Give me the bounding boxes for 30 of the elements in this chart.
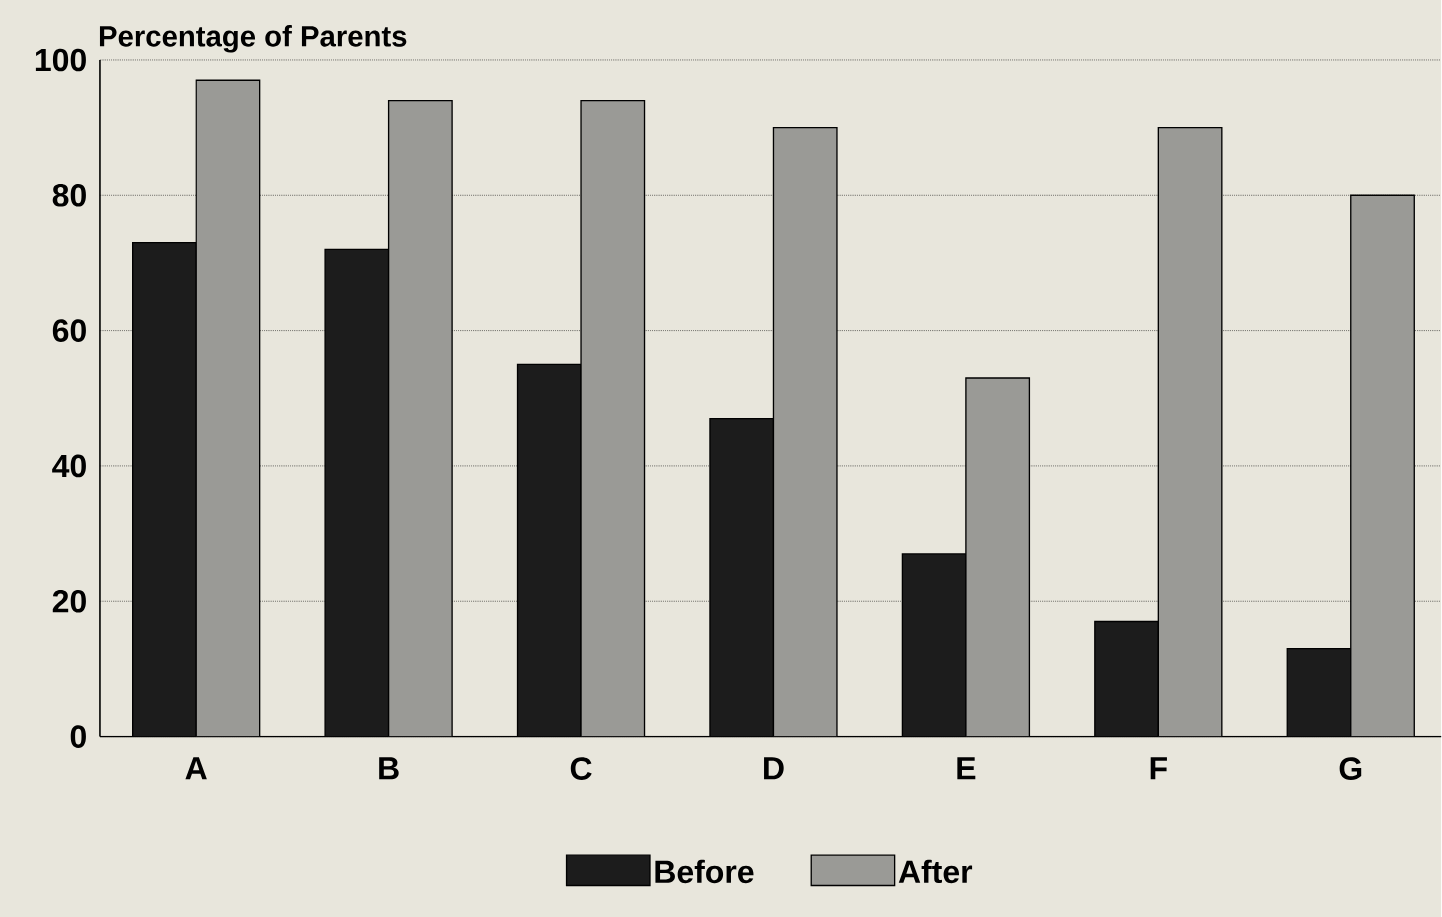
y-tick-label: 60 xyxy=(52,319,86,342)
x-tick-label: F xyxy=(1150,757,1167,780)
bar xyxy=(1350,194,1415,737)
x-tick-label: A xyxy=(185,757,207,780)
bar xyxy=(709,418,774,737)
bar xyxy=(1094,621,1159,737)
y-tick-label: 80 xyxy=(52,183,86,207)
bar xyxy=(965,377,1030,737)
x-tick-label: D xyxy=(764,757,784,780)
bar xyxy=(1286,647,1352,737)
x-tick-label: C xyxy=(570,757,592,780)
bar xyxy=(132,242,197,737)
y-axis-title: Percentage of Parents xyxy=(99,24,407,53)
x-tick-label: B xyxy=(379,757,399,780)
legend-label: Before xyxy=(655,859,754,883)
y-tick-label: 40 xyxy=(52,454,86,478)
legend-label: After xyxy=(898,859,973,883)
x-tick-label: E xyxy=(957,757,976,780)
y-tick-label: 20 xyxy=(52,589,86,613)
bar xyxy=(388,100,453,737)
bar xyxy=(773,127,837,737)
bar xyxy=(196,80,260,737)
bar xyxy=(1158,127,1222,737)
y-tick-label: 100 xyxy=(35,48,86,72)
x-tick-label: G xyxy=(1339,757,1362,780)
bar xyxy=(517,364,582,737)
bar xyxy=(902,553,966,737)
y-tick-label: 0 xyxy=(70,725,86,748)
bar xyxy=(581,100,645,737)
bar xyxy=(325,249,389,737)
